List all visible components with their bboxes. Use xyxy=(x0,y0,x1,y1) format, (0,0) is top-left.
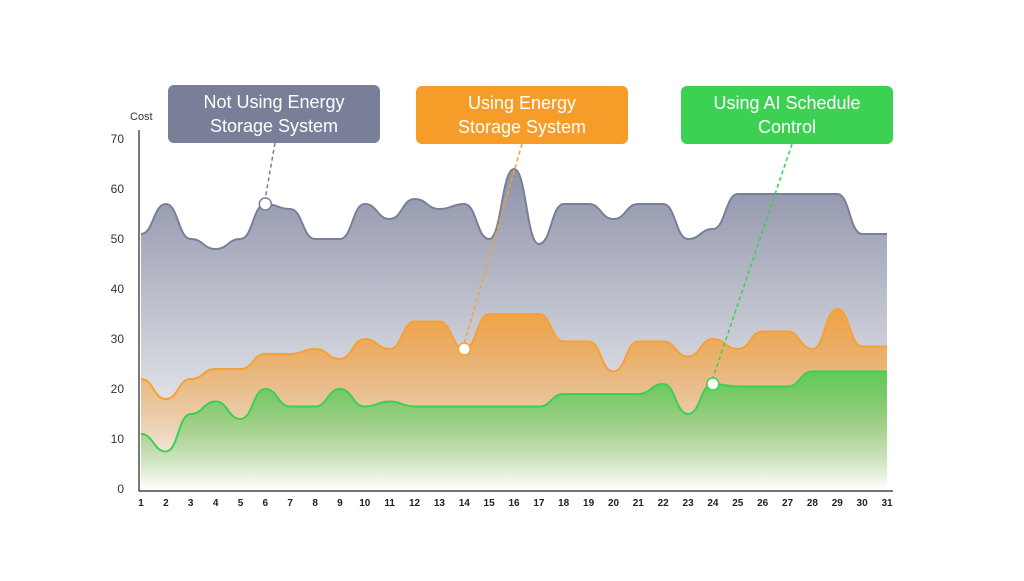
x-tick-label: 3 xyxy=(188,498,194,509)
callout-line-2: Storage System xyxy=(209,116,339,136)
y-tick-label: 60 xyxy=(111,182,125,196)
callout-line-1: Not Using Energy xyxy=(203,92,345,112)
x-tick-label: 23 xyxy=(683,498,695,509)
y-tick-label: 30 xyxy=(111,332,125,346)
y-tick-label: 50 xyxy=(111,232,125,246)
callout-line-2: Control xyxy=(757,117,817,137)
x-tick-label: 22 xyxy=(658,498,670,509)
series-marker xyxy=(258,197,273,211)
x-tick-label: 1 xyxy=(138,498,144,509)
x-tick-label: 6 xyxy=(263,498,269,509)
x-tick-label: 21 xyxy=(633,498,645,509)
series-line xyxy=(140,307,887,401)
axes: Cost xyxy=(130,111,893,492)
x-tick-label: 20 xyxy=(608,498,620,509)
x-tick-label: 14 xyxy=(459,498,471,509)
x-tick-label: 26 xyxy=(757,498,769,509)
y-tick-label: 20 xyxy=(111,382,125,396)
leader-line xyxy=(264,142,276,199)
callout-line-2: Storage System xyxy=(457,117,587,137)
x-tick-label: 11 xyxy=(384,498,395,509)
series-line xyxy=(140,370,887,453)
x-tick-label: 12 xyxy=(409,498,421,509)
y-tick-labels: 0 10 20 30 40 50 60 70 xyxy=(111,132,125,496)
x-tick-label: 24 xyxy=(707,498,719,509)
x-tick-label: 9 xyxy=(337,498,343,509)
x-tick-labels: 1 2 3 4 5 6 7 8 9 10 11 12 13 14 15 16 17 18 19 20 21 22 23 24 2… xyxy=(138,498,893,509)
series-marker xyxy=(457,342,472,356)
x-tick-label: 28 xyxy=(807,498,819,509)
x-tick-label: 2 xyxy=(163,498,169,509)
series-markers xyxy=(258,197,720,391)
x-tick-label: 25 xyxy=(732,498,744,509)
x-tick-label: 18 xyxy=(558,498,570,509)
x-tick-label: 8 xyxy=(312,498,318,509)
y-axis-label: Cost xyxy=(130,111,153,123)
y-tick-label: 70 xyxy=(111,132,125,146)
x-tick-label: 5 xyxy=(238,498,244,509)
x-tick-label: 15 xyxy=(484,498,496,509)
callout-line-1: Using AI Schedule xyxy=(713,93,861,113)
y-tick-label: 40 xyxy=(111,282,125,296)
callout-not-using-ess: Not Using Energy Storage System xyxy=(168,85,380,143)
x-tick-label: 31 xyxy=(881,498,893,509)
x-tick-label: 30 xyxy=(857,498,869,509)
callout-leader-lines xyxy=(264,142,793,379)
leader-line xyxy=(712,143,793,379)
x-tick-label: 17 xyxy=(533,498,545,509)
y-tick-label: 0 xyxy=(117,482,124,496)
callout-using-ai-schedule: Using AI Schedule Control xyxy=(681,86,893,144)
x-tick-label: 16 xyxy=(508,498,520,509)
series-marker xyxy=(706,377,720,391)
x-tick-label: 29 xyxy=(832,498,844,509)
x-tick-label: 7 xyxy=(287,498,293,509)
series-areas xyxy=(141,169,887,489)
callout-using-ess: Using Energy Storage System xyxy=(416,86,628,144)
x-tick-label: 13 xyxy=(434,498,446,509)
x-tick-label: 19 xyxy=(583,498,595,509)
y-tick-label: 10 xyxy=(111,432,125,446)
x-tick-label: 10 xyxy=(359,498,371,509)
callout-line-1: Using Energy xyxy=(467,93,577,113)
x-tick-label: 27 xyxy=(782,498,794,509)
x-tick-label: 4 xyxy=(213,498,219,509)
